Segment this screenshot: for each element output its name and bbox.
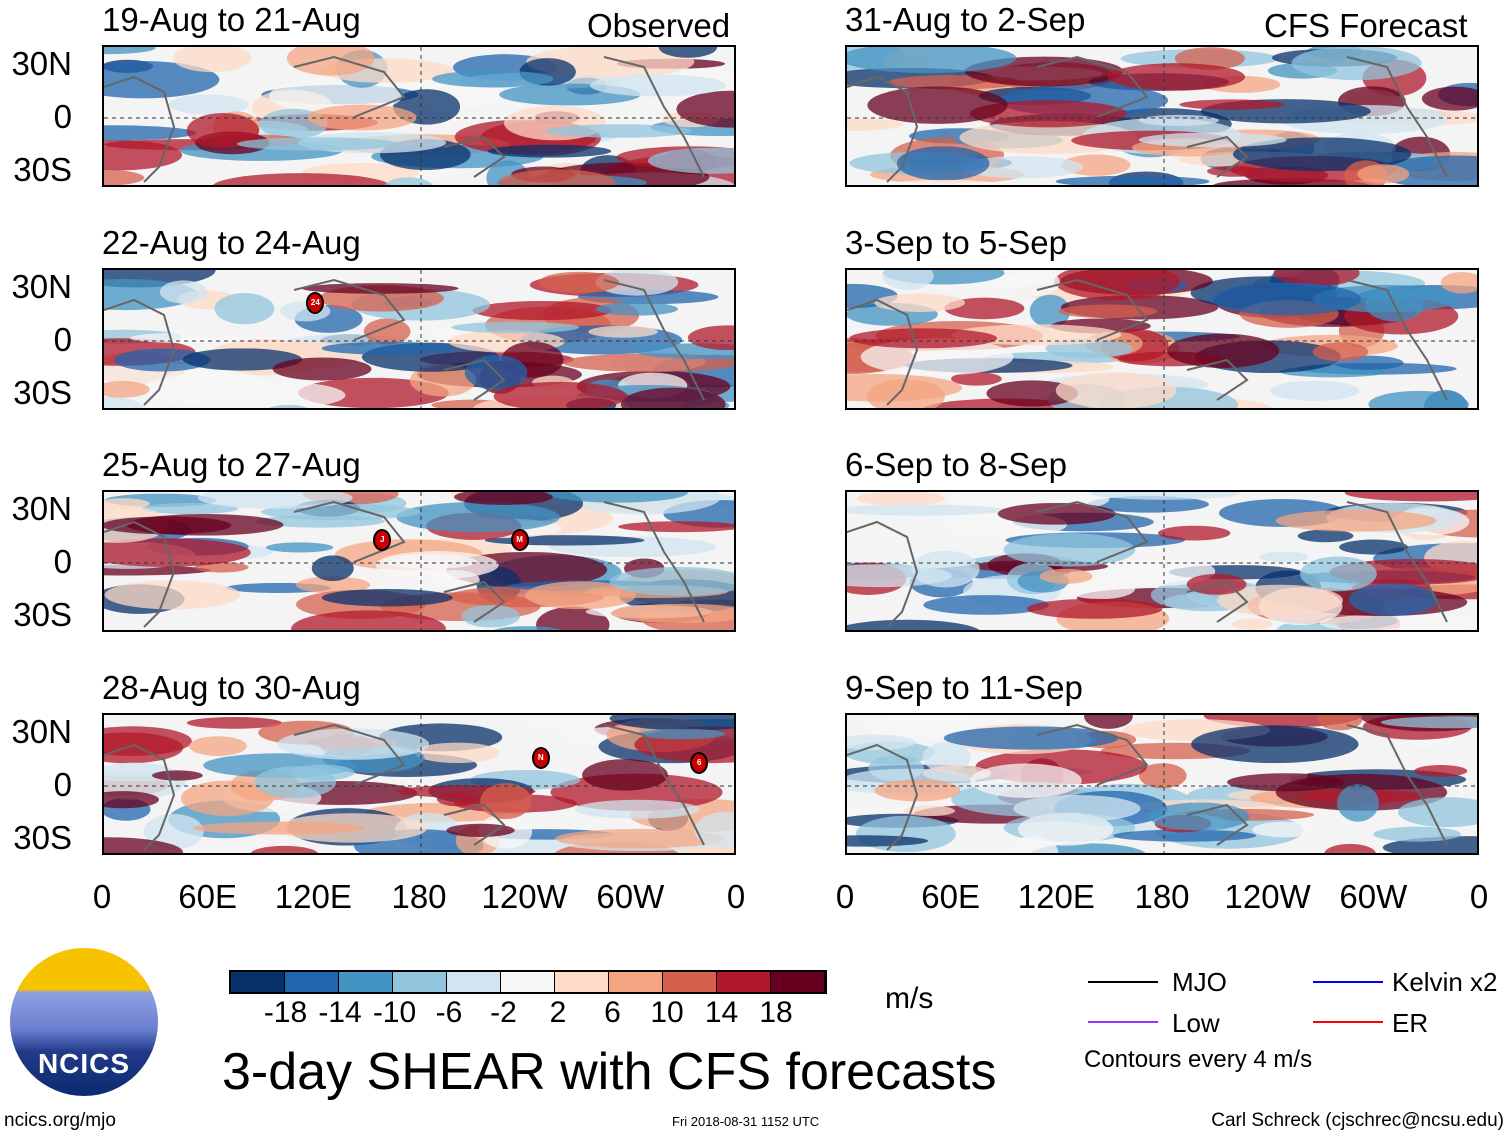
lat-label: 0 — [53, 98, 72, 135]
lon-label: 120W — [481, 878, 568, 915]
panel-title: 19-Aug to 21-Aug — [102, 1, 361, 38]
shear-map-panel — [845, 713, 1479, 855]
shear-map-panel — [845, 45, 1479, 187]
lon-label: 60E — [178, 878, 238, 915]
colorbar-swatch — [555, 972, 609, 992]
legend-er-line — [1313, 1021, 1383, 1023]
legend-low: Low — [1172, 1008, 1220, 1038]
lon-label: 120E — [1017, 878, 1095, 915]
lat-label: 30S — [13, 596, 72, 633]
shear-map-panel — [845, 490, 1479, 632]
forecast-header: CFS Forecast — [1264, 7, 1468, 44]
colorbar — [229, 970, 827, 994]
colorbar-swatch — [231, 972, 285, 992]
colorbar-swatch — [393, 972, 447, 992]
panel-title: 3-Sep to 5-Sep — [845, 224, 1067, 261]
lon-label: 120W — [1224, 878, 1311, 915]
colorbar-swatch — [501, 972, 555, 992]
colorbar-tick: 2 — [549, 996, 567, 1029]
legend-mjo: MJO — [1172, 967, 1227, 997]
colorbar-tick: 18 — [759, 996, 793, 1029]
panel-title: 6-Sep to 8-Sep — [845, 446, 1067, 483]
lon-label: 60E — [921, 878, 981, 915]
legend-mjo-line — [1088, 981, 1158, 983]
lat-label: 0 — [53, 766, 72, 803]
colorbar-tick: -6 — [435, 996, 463, 1029]
legend-kelvin-line — [1313, 981, 1383, 983]
panel-title: 28-Aug to 30-Aug — [102, 669, 361, 706]
panel-title: 25-Aug to 27-Aug — [102, 446, 361, 483]
colorbar-swatch — [447, 972, 501, 992]
ncics-logo: NCICS — [10, 948, 158, 1096]
lon-label: 120E — [274, 878, 352, 915]
lon-label: 60W — [596, 878, 665, 915]
colorbar-swatch — [609, 972, 663, 992]
panel-title: 22-Aug to 24-Aug — [102, 224, 361, 261]
colorbar-tick: -2 — [490, 996, 517, 1029]
colorbar-swatch — [339, 972, 393, 992]
lat-label: 30S — [13, 819, 72, 856]
lon-label: 0 — [1469, 878, 1489, 915]
observed-header: Observed — [587, 7, 731, 44]
panel-title: 31-Aug to 2-Sep — [845, 1, 1086, 38]
tropical-cyclone-marker: 24 — [306, 292, 325, 315]
shear-map-panel: 24 — [102, 268, 736, 410]
colorbar-tick: 10 — [650, 996, 684, 1029]
legend-kelvin: Kelvin x2 — [1392, 967, 1498, 997]
lat-label: 30S — [13, 374, 72, 411]
footer-url[interactable]: ncics.org/mjo — [4, 1110, 116, 1131]
lat-label: 30N — [11, 268, 72, 305]
lon-label: 180 — [1134, 878, 1190, 915]
lat-label: 30N — [11, 490, 72, 527]
tropical-cyclone-marker: J — [373, 529, 392, 552]
lat-label: 30S — [13, 151, 72, 188]
logo-text: NCICS — [37, 1048, 131, 1079]
colorbar-tick: -14 — [318, 996, 362, 1029]
panel-title: 9-Sep to 11-Sep — [845, 669, 1083, 706]
tropical-cyclone-marker: N — [531, 746, 550, 769]
colorbar-swatch — [717, 972, 771, 992]
contour-note: Contours every 4 m/s — [1084, 1046, 1313, 1073]
lat-label: 30N — [11, 45, 72, 82]
colorbar-tick: -18 — [263, 996, 308, 1029]
colorbar-swatch — [285, 972, 339, 992]
tropical-cyclone-marker: M — [510, 529, 529, 552]
lon-label: 0 — [92, 878, 112, 915]
lon-label: 0 — [835, 878, 855, 915]
tropical-cyclone-marker: 6 — [690, 752, 709, 775]
lat-label: 30N — [11, 713, 72, 750]
colorbar-swatch — [663, 972, 717, 992]
shear-map-panel — [845, 268, 1479, 410]
footer-author: Carl Schreck (cjschrec@ncsu.edu) — [1211, 1110, 1504, 1131]
lon-label: 180 — [391, 878, 447, 915]
lat-label: 0 — [53, 543, 72, 580]
figure-title: 3-day SHEAR with CFS forecasts — [222, 1043, 997, 1101]
legend-er: ER — [1392, 1008, 1429, 1038]
colorbar-units: m/s — [885, 982, 934, 1015]
lat-label: 0 — [53, 321, 72, 358]
colorbar-tick: 6 — [604, 996, 621, 1029]
legend-low-line — [1088, 1021, 1158, 1023]
footer-timestamp: Fri 2018-08-31 1152 UTC — [672, 1114, 820, 1129]
colorbar-swatch — [771, 972, 825, 992]
lon-label: 0 — [726, 878, 746, 915]
colorbar-tick: -10 — [372, 996, 417, 1029]
shear-map-panel — [102, 45, 736, 187]
colorbar-tick: 14 — [704, 996, 739, 1029]
lon-label: 60W — [1339, 878, 1408, 915]
